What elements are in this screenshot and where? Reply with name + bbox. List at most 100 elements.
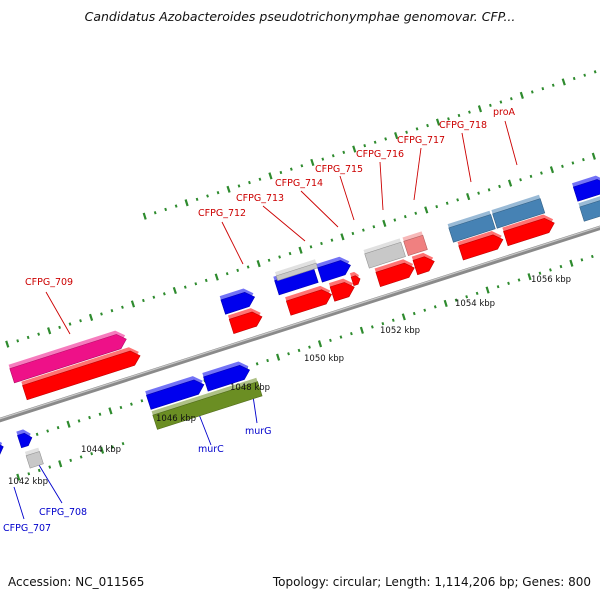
minor-tick: [423, 308, 427, 312]
minor-tick: [468, 110, 471, 114]
cfpg-718-label[interactable]: CFPG_718: [439, 120, 487, 131]
murc-cds-feature[interactable]: [151, 377, 263, 430]
cfpg-713-cds-feature[interactable]: [285, 285, 332, 316]
gene-features[interactable]: [0, 175, 600, 469]
minor-tick: [266, 358, 269, 363]
feature-body[interactable]: [317, 260, 351, 283]
feature-body[interactable]: [9, 334, 127, 384]
cfpg-712-leader: [221, 221, 244, 265]
cfpg-715-label[interactable]: CFPG_715: [315, 164, 363, 175]
murg-gene-feature[interactable]: [202, 361, 251, 392]
scale-label-kbp-1046: 1046 kbp: [156, 414, 196, 424]
major-tick: [310, 158, 315, 167]
cfpg-718-gene-feature[interactable]: [447, 210, 496, 243]
minor-tick: [142, 298, 145, 303]
cfpg-716-gene-feature[interactable]: [363, 238, 406, 269]
next-gene-feature[interactable]: [572, 175, 600, 202]
backbone-highlight: [0, 225, 600, 420]
feature-body[interactable]: [375, 262, 415, 287]
scale-label-kbp-1056: 1056 kbp: [531, 275, 571, 285]
feature-body[interactable]: [0, 442, 4, 457]
feature-body[interactable]: [22, 350, 141, 401]
feature-body[interactable]: [329, 282, 355, 302]
cfpg-712-gene-feature[interactable]: [219, 288, 256, 315]
minor-tick: [331, 154, 335, 158]
feature-body[interactable]: [152, 381, 263, 430]
minor-tick: [26, 335, 30, 340]
cfpg-708-gene-feature[interactable]: [16, 429, 33, 449]
major-tick: [435, 118, 441, 126]
minor-tick: [162, 292, 166, 296]
cfpg-712-label[interactable]: CFPG_712: [198, 208, 246, 219]
cfpg-717-gene-feature[interactable]: [402, 231, 428, 256]
feature-body[interactable]: [25, 451, 44, 469]
major-tick: [382, 219, 387, 227]
feature-body[interactable]: [572, 179, 600, 202]
genome-summary: Topology: circular; Length: 1,114,206 bp…: [272, 575, 591, 589]
cfpg-708-cds-feature[interactable]: [24, 447, 44, 469]
cfpg-709-label[interactable]: CFPG_709: [25, 277, 73, 288]
cfpg-709-cds-feature[interactable]: [21, 347, 141, 401]
minor-tick: [435, 205, 439, 209]
feature-body[interactable]: [350, 275, 361, 286]
feature-body[interactable]: [228, 311, 263, 334]
minor-tick: [289, 167, 293, 171]
major-tick: [298, 246, 303, 254]
cfpg-714-label[interactable]: CFPG_714: [275, 178, 323, 189]
major-tick: [317, 340, 323, 348]
minor-tick: [195, 197, 199, 201]
murg-label[interactable]: murG: [245, 426, 272, 437]
proa-gene-feature[interactable]: [491, 194, 546, 229]
gene-labels[interactable]: CFPG_709 CFPG_712 CFPG_713 CFPG_714 CFPG_715…: [3, 107, 516, 534]
next-cds-feature[interactable]: [578, 196, 600, 222]
cfpg-715-cds-feature[interactable]: [349, 271, 361, 286]
minor-tick: [561, 164, 564, 169]
scale-label-kbp-1050: 1050 kbp: [304, 354, 344, 364]
feature-body[interactable]: [492, 198, 546, 229]
cfpg-709-gene-feature[interactable]: [8, 330, 127, 384]
cfpg-714-cds-feature[interactable]: [328, 278, 355, 302]
murc-label[interactable]: murC: [198, 444, 224, 455]
cfpg-713-label[interactable]: CFPG_713: [236, 193, 284, 204]
feature-body[interactable]: [448, 214, 496, 243]
feature-body[interactable]: [412, 256, 435, 276]
minor-tick: [56, 426, 60, 430]
feature-body[interactable]: [146, 379, 205, 410]
feature-body[interactable]: [458, 234, 504, 261]
feature-body[interactable]: [17, 432, 33, 449]
accession-text: Accession: NC_011565: [8, 575, 145, 589]
cfpg-716-cds-feature[interactable]: [374, 259, 415, 287]
cfpg-715-gene-feature[interactable]: [316, 256, 351, 283]
minor-tick: [88, 415, 91, 420]
minor-tick: [499, 100, 503, 104]
proa-label[interactable]: proA: [493, 107, 516, 118]
cfpg-717-cds-feature[interactable]: [411, 252, 435, 276]
minor-tick: [373, 140, 377, 144]
cfpg-712-cds-feature[interactable]: [228, 308, 263, 334]
cfpg-707-label[interactable]: CFPG_707: [3, 523, 51, 534]
minor-tick: [487, 188, 491, 192]
minor-tick: [121, 305, 124, 309]
cfpg-718-cds-feature[interactable]: [457, 231, 504, 261]
minor-tick: [445, 201, 449, 205]
feature-body[interactable]: [203, 364, 251, 392]
minor-tick: [509, 97, 513, 101]
feature-body[interactable]: [364, 241, 406, 269]
cfpg-717-label[interactable]: CFPG_717: [397, 135, 445, 146]
minor-tick: [121, 441, 125, 446]
major-tick: [256, 260, 261, 268]
feature-body[interactable]: [403, 234, 428, 256]
minor-tick: [414, 211, 418, 215]
major-tick: [58, 460, 63, 468]
cfpg-716-label[interactable]: CFPG_716: [356, 149, 404, 160]
murc-gene-feature[interactable]: [145, 376, 205, 410]
feature-body[interactable]: [503, 217, 555, 247]
feature-body[interactable]: [220, 291, 256, 315]
minor-tick: [300, 164, 304, 168]
scale-label-kbp-1048: 1048 kbp: [230, 383, 270, 393]
proa-cds-feature[interactable]: [502, 214, 555, 247]
cfpg-708-label[interactable]: CFPG_708: [39, 507, 87, 518]
cfpg-707-gene-feature[interactable]: [0, 439, 4, 457]
feature-body[interactable]: [285, 289, 332, 316]
